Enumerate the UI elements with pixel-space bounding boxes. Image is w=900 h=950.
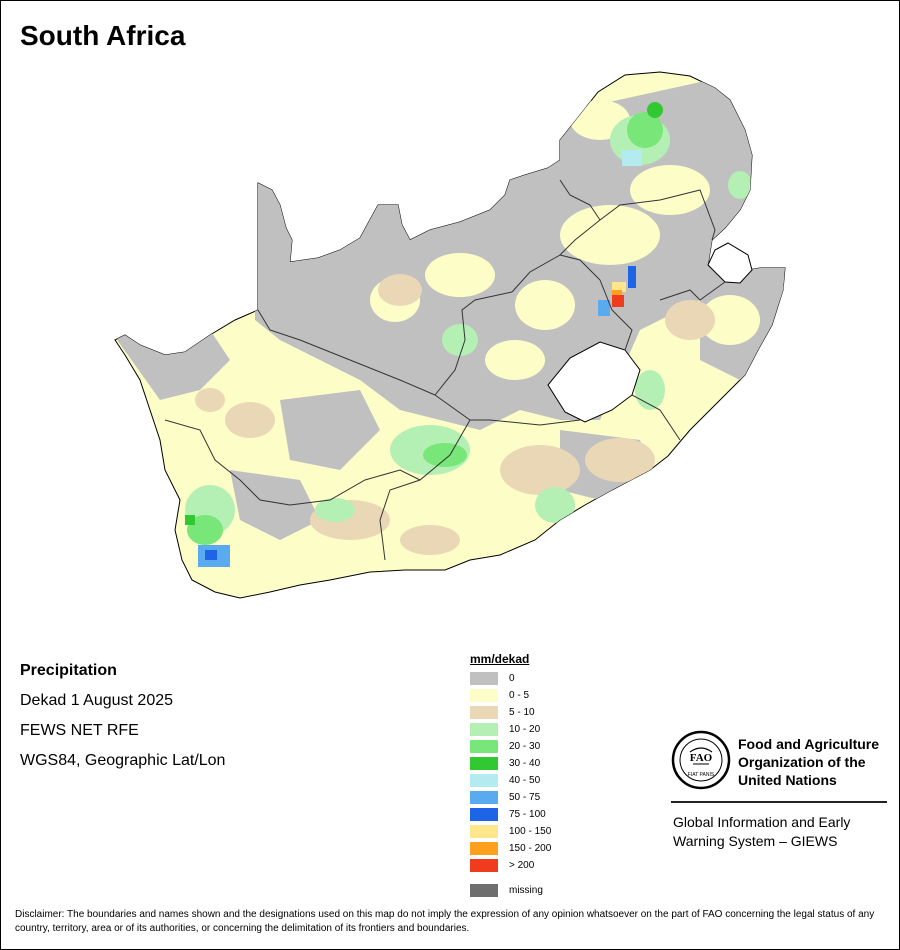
- legend-swatch: [470, 672, 498, 685]
- legend-title: mm/dekad: [470, 652, 530, 666]
- legend-label: 150 - 200: [509, 843, 552, 854]
- zone-20-30-a: [627, 112, 663, 148]
- zone-100-150-a: [612, 282, 626, 292]
- zone-10-20-e: [635, 370, 665, 410]
- fao-logo-text: FAO: [690, 752, 713, 764]
- legend-swatch: [470, 842, 498, 855]
- legend-label: 0: [509, 673, 515, 684]
- legend-swatch: [470, 791, 498, 804]
- zone-0-5-f: [485, 340, 545, 380]
- period-label: Dekad 1 August 2025: [20, 692, 174, 709]
- zone-5-10-a: [378, 274, 422, 306]
- zone-0-5-g: [700, 295, 760, 345]
- zone-0mm-west: [115, 330, 230, 400]
- source-label: FEWS NET RFE: [20, 722, 139, 739]
- zone-30-40-b: [185, 515, 195, 525]
- zone-75-100-b: [628, 266, 636, 288]
- zone-50-75-b: [598, 300, 610, 316]
- legend-label: 5 - 10: [509, 707, 535, 718]
- eswatini: [707, 242, 753, 284]
- legend-row: 5 - 10: [470, 704, 551, 721]
- legend-label: 40 - 50: [509, 775, 541, 786]
- legend-row: 75 - 100: [470, 806, 551, 823]
- legend-swatch: [470, 740, 498, 753]
- zone-20-30-c: [187, 515, 223, 545]
- legend-swatch: [470, 859, 498, 872]
- legend-row: 10 - 20: [470, 721, 551, 738]
- zone-over-200-a: [612, 295, 624, 307]
- legend-row: 20 - 30: [470, 738, 551, 755]
- legend-label: 50 - 75: [509, 792, 541, 803]
- map-title: South Africa: [20, 20, 186, 51]
- legend-label: 100 - 150: [509, 826, 552, 837]
- zone-150-200-a: [612, 290, 622, 298]
- legend-swatch: [470, 689, 498, 702]
- legend-row: 0 - 5: [470, 687, 551, 704]
- legend-label: 0 - 5: [509, 690, 530, 701]
- zone-5-10-f: [225, 402, 275, 438]
- legend-row: 150 - 200: [470, 840, 551, 857]
- zone-0mm-central: [280, 390, 380, 470]
- zone-5-10-g: [400, 525, 460, 555]
- zone-0-5-c: [560, 205, 660, 265]
- legend-row-missing: missing: [470, 882, 551, 899]
- giews-label: Global Information and Early Warning Sys…: [673, 814, 851, 849]
- province-boundaries: [164, 179, 726, 561]
- legend-label: 75 - 100: [509, 809, 546, 820]
- fao-logo-icon: FAO FIAT PANIS: [671, 730, 731, 790]
- precipitation-map: [114, 71, 786, 599]
- zone-0-5-a: [425, 253, 495, 297]
- legend-swatch: [470, 774, 498, 787]
- zone-10-20-d: [442, 324, 478, 356]
- zone-40-50-a: [622, 150, 642, 166]
- legend-row: 0: [470, 670, 551, 687]
- map-info: Precipitation Dekad 1 August 2025 FEWS N…: [20, 656, 225, 776]
- zone-5-10-e: [665, 300, 715, 340]
- zone-0mm-south: [230, 470, 320, 540]
- zone-5-10-c: [585, 438, 655, 482]
- projection-label: WGS84, Geographic Lat/Lon: [20, 752, 226, 769]
- zone-75-100-a: [205, 550, 217, 560]
- legend-row: 100 - 150: [470, 823, 551, 840]
- legend-label: 30 - 40: [509, 758, 541, 769]
- legend-swatch-missing: [470, 884, 498, 897]
- legend-label: 10 - 20: [509, 724, 541, 735]
- zone-5-10-b: [500, 445, 580, 495]
- legend-classes: 0 0 - 5 5 - 10 10 - 20 20 - 30 30 - 40 40 - 50…: [470, 670, 551, 874]
- zone-10-20-c: [535, 487, 575, 523]
- legend-row: 40 - 50: [470, 772, 551, 789]
- legend-swatch: [470, 825, 498, 838]
- zone-30-40-a: [647, 102, 663, 118]
- variable-label: Precipitation: [20, 662, 117, 679]
- zone-10-20-h: [315, 498, 355, 522]
- legend-label: > 200: [509, 860, 535, 871]
- legend-swatch: [470, 757, 498, 770]
- zone-20-30-b: [423, 443, 467, 467]
- legend-row: 50 - 75: [470, 789, 551, 806]
- lesotho: [547, 341, 641, 423]
- fao-motto: FIAT PANIS: [688, 772, 715, 778]
- fao-divider: [671, 801, 887, 803]
- legend-label: 20 - 30: [509, 741, 541, 752]
- legend: mm/dekad 0 0 - 5 5 - 10 10 - 20 20 - 30 30 - …: [470, 652, 551, 899]
- fao-name: Food and Agriculture Organization of the…: [738, 736, 880, 788]
- legend-swatch: [470, 723, 498, 736]
- legend-row: > 200: [470, 857, 551, 874]
- zone-0-5-d: [630, 165, 710, 215]
- disclaimer: Disclaimer: The boundaries and names sho…: [15, 909, 875, 934]
- legend-swatch: [470, 808, 498, 821]
- legend-swatch: [470, 706, 498, 719]
- legend-row: 30 - 40: [470, 755, 551, 772]
- legend-label-missing: missing: [509, 885, 543, 896]
- zone-10-20-g: [728, 171, 752, 199]
- zone-0-5-b: [515, 280, 575, 330]
- zone-5-10-h: [195, 388, 225, 412]
